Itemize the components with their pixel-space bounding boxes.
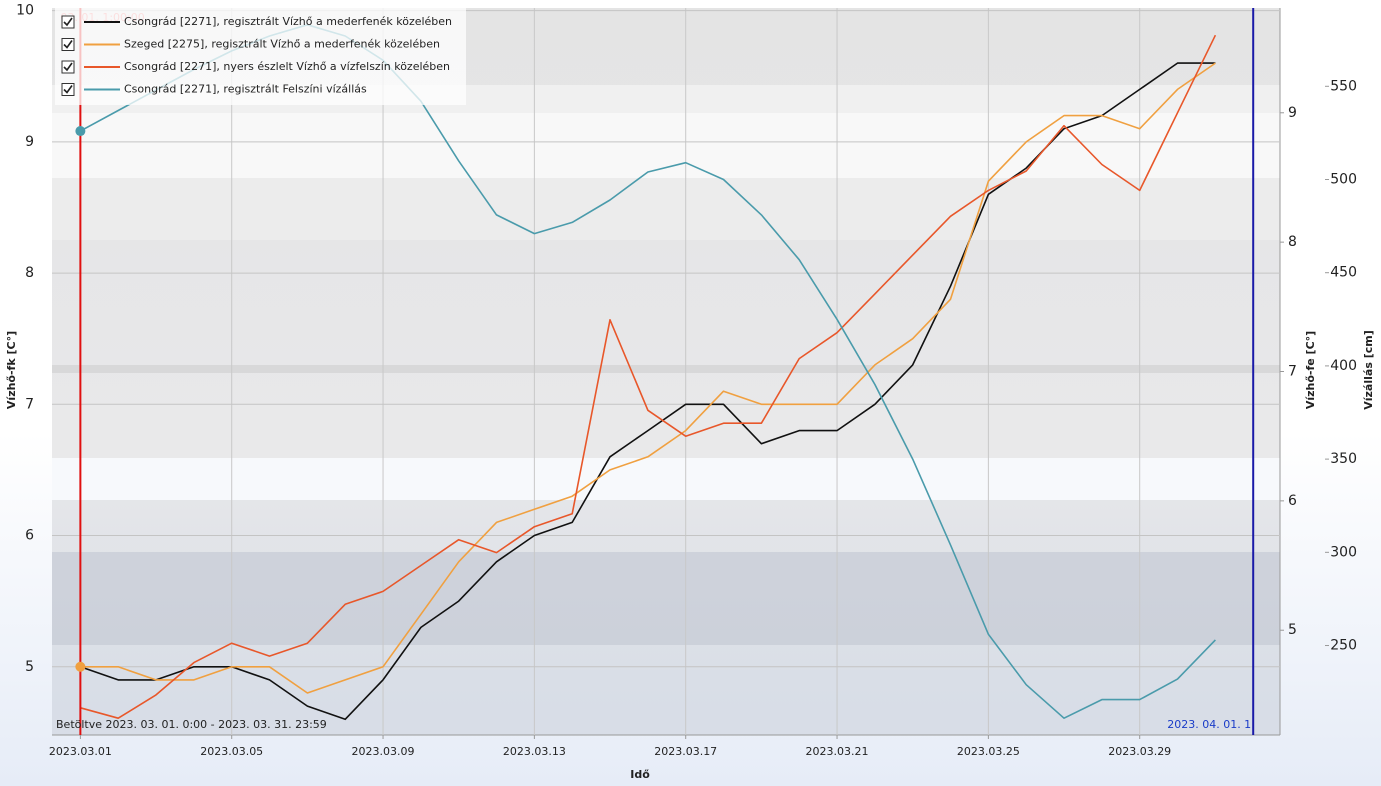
y3-tick-label: 450 [1330,265,1357,281]
y-tick-label: 8 [25,265,34,281]
legend: Csongrád [2271], regisztrált Vízhő a med… [55,8,466,105]
legend-entry[interactable]: Szeged [2275], regisztrált Vízhő a meder… [61,38,440,51]
series-line [80,62,1216,721]
y3-tick-label: 400 [1330,358,1357,374]
end-label: 2023. 04. 01. 1 [1167,718,1251,731]
legend-checkbox[interactable] [61,60,75,74]
legend-check[interactable] [63,40,73,49]
x-tick-label: 2023.03.25 [957,745,1020,758]
y-tick-label: 7 [25,396,34,412]
y-tick-label: 5 [25,659,34,675]
y2-tick-label: 5 [1288,622,1297,638]
legend-label: Szeged [2275], regisztrált Vízhő a meder… [124,38,440,51]
legend-entry[interactable]: Csongrád [2271], regisztrált Felszíni ví… [61,83,367,96]
y-tick-label: 10 [16,3,34,19]
legend-entry[interactable]: Csongrád [2271], nyers észlelt Vízhő a v… [61,60,450,74]
x-tick-label: 2023.03.17 [654,745,717,758]
legend-checkbox[interactable] [61,15,75,29]
legend-box [55,8,466,105]
x-tick-label: 2023.03.21 [806,745,869,758]
legend-check[interactable] [63,85,73,94]
y-tick-label: 9 [25,134,34,150]
y-axis-title: Vízhő-fk [C°] [5,331,18,409]
legend-checkbox[interactable] [61,38,75,51]
cursor-point [75,126,86,137]
cursor-point [75,661,86,672]
x-axis-title: Idő [630,768,650,781]
y2-tick-label: 8 [1288,234,1297,250]
cursors: 03. 01. 1:00:002023. 04. 01. 1 [60,8,1255,735]
y3-tick-label: 300 [1330,544,1357,560]
y3-tick-label: 350 [1330,451,1357,467]
legend-label: Csongrád [2271], regisztrált Vízhő a med… [124,15,452,28]
x-tick-label: 2023.03.05 [200,745,263,758]
legend-check[interactable] [63,17,73,27]
x-tick-label: 2023.03.29 [1108,745,1171,758]
y3-tick-label: 550 [1330,78,1357,94]
legend-label: Csongrád [2271], regisztrált Felszíni ví… [124,83,367,96]
x-tick-label: 2023.03.09 [352,745,415,758]
series-line [80,34,1217,719]
y-tick-label: 6 [25,528,34,544]
y3-tick-label: 250 [1330,638,1357,654]
x-tick-label: 2023.03.13 [503,745,566,758]
x-tick-label: 2023.03.01 [49,745,112,758]
legend-label: Csongrád [2271], nyers észlelt Vízhő a v… [124,60,450,73]
series-line [80,62,1216,694]
y3-tick-label: 500 [1330,171,1357,187]
plot-background [52,8,1280,735]
y2-tick-label: 9 [1288,105,1297,121]
y2-axis-title: Vízhő-fe [C°] [1304,331,1317,409]
y3-axis-title: Vízállás [cm] [1362,330,1375,410]
legend-entry[interactable]: Csongrád [2271], regisztrált Vízhő a med… [61,15,452,29]
legend-check[interactable] [63,62,73,72]
loaded-range: Betöltve 2023. 03. 01. 0:00 - 2023. 03. … [56,718,327,731]
y2-tick-label: 7 [1288,364,1297,380]
y2-tick-label: 6 [1288,493,1297,509]
legend-checkbox[interactable] [61,83,75,96]
